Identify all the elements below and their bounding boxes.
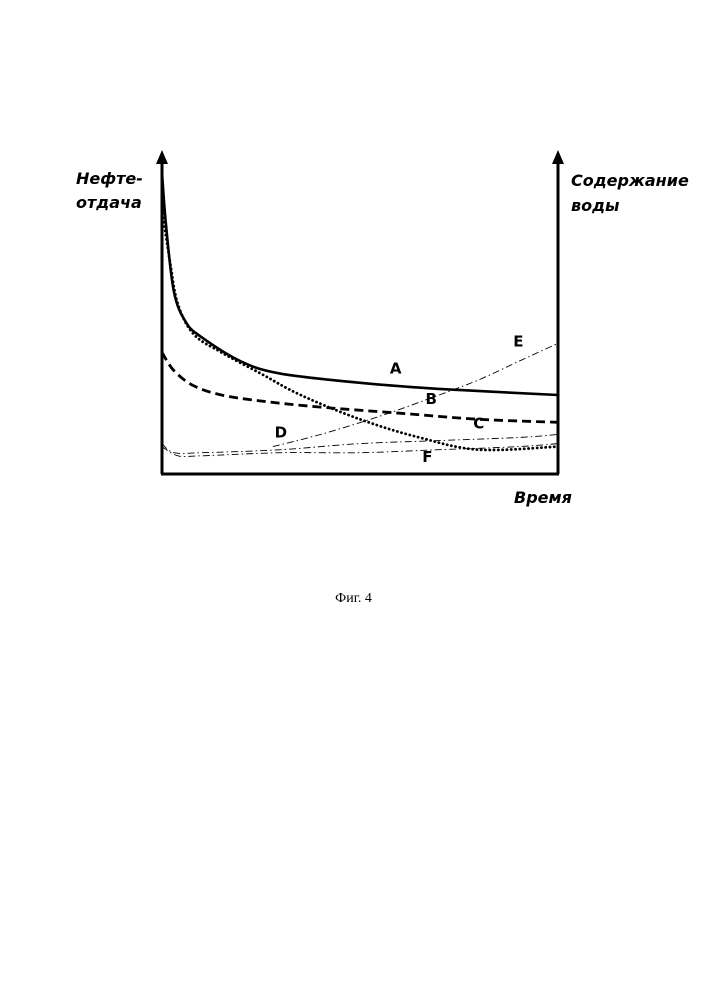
series-label-a: A (390, 360, 402, 378)
series-line-a (162, 173, 558, 395)
figure-caption: Фиг. 4 (0, 591, 707, 607)
y-axis-right-label: Содержание воды (571, 168, 701, 218)
series-label-c: C (473, 414, 484, 432)
y-axis-left-label: Нефте- отдача (76, 167, 166, 215)
x-axis-label: Время (514, 488, 572, 507)
y-axis-left-arrow (156, 150, 168, 164)
series-label-b: B (426, 390, 437, 408)
chart-container: A B C D E F Нефте- отдача Содержание воды Вре… (0, 0, 707, 620)
series-label-d: D (275, 424, 287, 442)
series-line-e (273, 343, 558, 446)
series-label-e: E (513, 332, 523, 350)
series-line-c (162, 210, 558, 451)
line-chart: A B C D E F (0, 0, 707, 620)
series-label-f: F (422, 448, 432, 466)
y-axis-right-arrow (552, 150, 564, 164)
series-line-b (162, 352, 558, 422)
